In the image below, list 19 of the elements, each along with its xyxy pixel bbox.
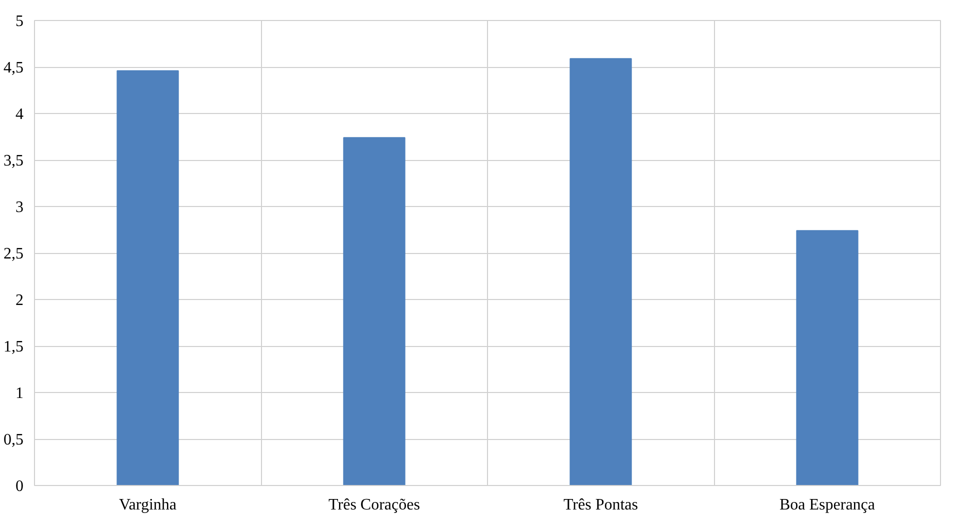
y-tick-label: 1,5 <box>4 338 24 356</box>
x-tick-label: Varginha <box>119 496 176 514</box>
bar <box>570 58 632 486</box>
y-tick-label: 3,5 <box>4 152 24 170</box>
y-tick-label: 3 <box>16 199 24 216</box>
bar <box>116 70 179 486</box>
y-tick-label: 4 <box>16 106 24 123</box>
x-tick-label: Três Pontas <box>563 496 638 514</box>
x-tick-label: Boa Esperança <box>779 496 876 514</box>
y-tick-label: 0,5 <box>4 432 24 448</box>
y-tick-label: 2,5 <box>4 246 24 262</box>
bar <box>343 137 406 486</box>
y-tick-label: 4,5 <box>4 60 24 76</box>
y-tick-label: 0 <box>16 478 24 495</box>
y-tick-label: 1 <box>16 385 24 402</box>
bar <box>796 230 858 486</box>
y-tick-label: 2 <box>16 292 24 309</box>
y-tick-label: 5 <box>16 13 24 30</box>
x-tick-label: Três Corações <box>328 496 420 514</box>
